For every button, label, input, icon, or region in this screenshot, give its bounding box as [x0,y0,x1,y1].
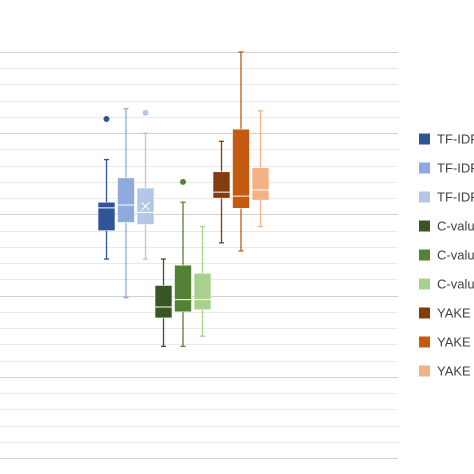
box-0 [97,115,116,260]
legend-label: C-valu [437,277,474,292]
box-body [117,177,135,223]
legend-label: TF-IDF [437,132,474,147]
legend-label: YAKE F [437,335,474,350]
box-6 [212,140,231,244]
box-2 [136,109,155,260]
box-8 [251,110,270,228]
legend-item-5: C-valu [419,277,474,292]
legend: TF-IDF TF-IDF TF-IDF C-valu C-valu C-valu YAKE… [419,132,474,379]
legend-swatch [419,162,430,174]
box-body [232,128,250,209]
legend-swatch [419,307,430,319]
legend-item-8: YAKE F [419,364,474,379]
legend-item-7: YAKE F [419,335,474,350]
legend-item-3: C-valu [419,219,474,234]
box-5 [193,225,212,337]
legend-item-0: TF-IDF [419,132,474,147]
box-1 [117,108,135,299]
legend-label: TF-IDF [437,161,474,176]
box-4 [174,178,192,348]
box-body [212,171,231,199]
outlier-point [142,109,149,116]
legend-swatch [419,365,430,377]
box-series-group [97,51,270,348]
legend-swatch [419,249,430,261]
box-body [193,272,212,311]
legend-swatch [419,191,430,203]
box-7 [232,51,250,252]
legend-label: TF-IDF [437,190,474,205]
outlier-point [103,115,110,122]
legend-item-1: TF-IDF [419,161,474,176]
legend-swatch [419,336,430,348]
legend-label: C-valu [437,248,474,263]
legend-swatch [419,278,430,290]
mean-marker [141,201,150,211]
legend-swatch [419,133,430,145]
box-body [154,285,173,319]
legend-item-2: TF-IDF [419,190,474,205]
box-3 [154,258,173,348]
outlier-point [180,178,186,185]
legend-swatch [419,220,430,232]
box-body [97,201,116,231]
box-body [251,167,270,201]
legend-item-6: YAKE F [419,306,474,321]
legend-item-4: C-valu [419,248,474,263]
legend-label: YAKE F [437,364,474,379]
gridlines [0,52,398,459]
legend-label: C-valu [437,219,474,234]
box-body [174,264,192,313]
legend-label: YAKE F [437,306,474,321]
